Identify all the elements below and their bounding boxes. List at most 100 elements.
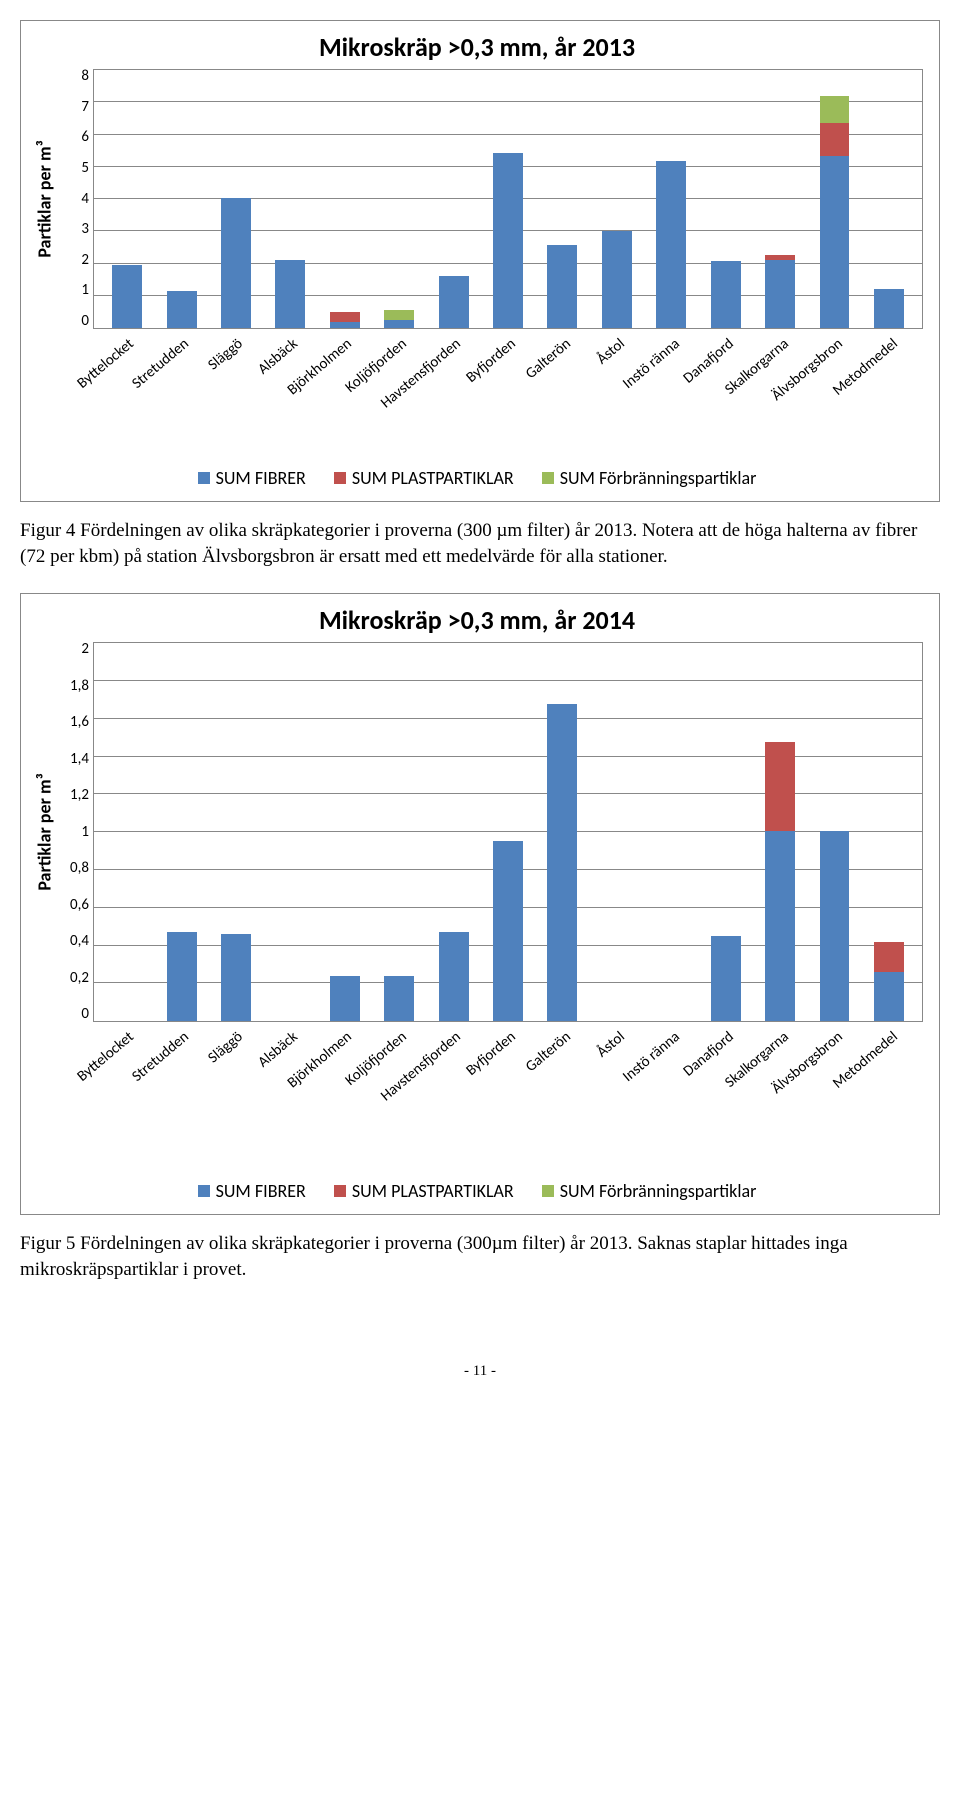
figure-5-caption: Figur 5 Fördelningen av olika skräpkateg… bbox=[20, 1231, 940, 1282]
chart-2013-box: Mikroskräp >0,3 mm, år 2013 Partiklar pe… bbox=[20, 20, 940, 502]
bar-slot bbox=[481, 643, 535, 1021]
y-tick-label: 1,4 bbox=[70, 752, 89, 767]
chart-2013-bars bbox=[94, 70, 922, 328]
x-tick-label: Byttelocket bbox=[74, 335, 138, 393]
bar-segment-fibrer bbox=[221, 934, 251, 1021]
legend-label: SUM Förbränningspartiklar bbox=[560, 1180, 757, 1202]
x-tick-label: Byttelocket bbox=[74, 1028, 138, 1086]
bar-segment-plast bbox=[874, 942, 904, 972]
legend-item: SUM PLASTPARTIKLAR bbox=[334, 1180, 514, 1202]
bar-stack bbox=[547, 245, 577, 328]
bar-segment-fibrer bbox=[493, 153, 523, 329]
bar-slot bbox=[263, 70, 317, 328]
bar-segment-fibrer bbox=[275, 260, 305, 328]
y-tick-label: 0 bbox=[81, 1007, 89, 1022]
chart-2014-yticks: 21,81,61,41,210,80,60,40,20 bbox=[59, 642, 93, 1022]
chart-2014-xlabels: ByttelocketStretuddenSläggöAlsbäckBjörkh… bbox=[93, 1022, 923, 1172]
bar-slot bbox=[426, 643, 480, 1021]
bar-segment-fibrer bbox=[765, 831, 795, 1021]
bar-segment-plast bbox=[765, 742, 795, 831]
bar-segment-fibrer bbox=[112, 265, 142, 328]
bar-segment-fibrer bbox=[384, 320, 414, 328]
legend-swatch bbox=[198, 472, 210, 484]
chart-2013-plot-area bbox=[93, 69, 923, 329]
y-tick-label: 0,4 bbox=[70, 934, 89, 949]
y-tick-label: 1,6 bbox=[70, 715, 89, 730]
bar-stack bbox=[493, 841, 523, 1022]
y-tick-label: 8 bbox=[81, 69, 89, 84]
legend-item: SUM PLASTPARTIKLAR bbox=[334, 467, 514, 489]
bar-slot bbox=[100, 643, 154, 1021]
bar-segment-fibrer bbox=[711, 261, 741, 328]
page-number: - 11 - bbox=[20, 1363, 940, 1380]
bar-slot bbox=[535, 643, 589, 1021]
legend-label: SUM FIBRER bbox=[216, 1180, 306, 1202]
chart-2014-box: Mikroskräp >0,3 mm, år 2014 Partiklar pe… bbox=[20, 593, 940, 1215]
bar-stack bbox=[874, 289, 904, 328]
bar-stack bbox=[384, 310, 414, 328]
bar-stack bbox=[221, 934, 251, 1021]
y-tick-label: 2 bbox=[81, 642, 89, 657]
legend-label: SUM PLASTPARTIKLAR bbox=[352, 1180, 514, 1202]
bar-stack bbox=[765, 255, 795, 328]
bar-segment-fibrer bbox=[167, 932, 197, 1021]
bar-segment-forbr bbox=[820, 96, 850, 124]
bar-segment-fibrer bbox=[711, 936, 741, 1022]
bar-slot bbox=[535, 70, 589, 328]
bar-stack bbox=[765, 742, 795, 1021]
bar-segment-fibrer bbox=[384, 976, 414, 1022]
bar-slot bbox=[590, 70, 644, 328]
bar-stack bbox=[275, 260, 305, 328]
bar-slot bbox=[372, 70, 426, 328]
bar-slot bbox=[644, 70, 698, 328]
bar-stack bbox=[656, 161, 686, 328]
bar-slot bbox=[209, 70, 263, 328]
bar-slot bbox=[590, 643, 644, 1021]
y-tick-label: 1 bbox=[81, 283, 89, 298]
bar-slot bbox=[481, 70, 535, 328]
bar-segment-fibrer bbox=[439, 932, 469, 1021]
chart-2014-ylabel: Partiklar per m³ bbox=[34, 774, 56, 891]
bar-slot bbox=[100, 70, 154, 328]
bar-stack bbox=[439, 932, 469, 1021]
bar-slot bbox=[862, 643, 916, 1021]
bar-segment-forbr bbox=[384, 310, 414, 320]
legend-swatch bbox=[334, 1185, 346, 1197]
bar-stack bbox=[439, 276, 469, 328]
bar-stack bbox=[167, 932, 197, 1021]
bar-segment-fibrer bbox=[330, 976, 360, 1022]
y-tick-label: 0 bbox=[81, 314, 89, 329]
bar-segment-fibrer bbox=[547, 245, 577, 328]
bar-segment-fibrer bbox=[874, 289, 904, 328]
bar-slot bbox=[154, 70, 208, 328]
bar-stack bbox=[547, 704, 577, 1021]
bar-stack bbox=[330, 312, 360, 328]
bar-stack bbox=[711, 936, 741, 1022]
bar-slot bbox=[426, 70, 480, 328]
bar-segment-plast bbox=[820, 123, 850, 156]
bar-slot bbox=[154, 643, 208, 1021]
y-tick-label: 7 bbox=[81, 100, 89, 115]
bar-slot bbox=[698, 70, 752, 328]
bar-slot bbox=[862, 70, 916, 328]
chart-2013-yticks: 876543210 bbox=[59, 69, 93, 329]
chart-2014-bars bbox=[94, 643, 922, 1021]
bar-segment-fibrer bbox=[820, 831, 850, 1021]
bar-stack bbox=[711, 261, 741, 328]
bar-slot bbox=[318, 70, 372, 328]
bar-slot bbox=[263, 643, 317, 1021]
legend-swatch bbox=[198, 1185, 210, 1197]
bar-slot bbox=[209, 643, 263, 1021]
x-tick-label: Släggö bbox=[205, 1028, 247, 1067]
y-tick-label: 0,8 bbox=[70, 861, 89, 876]
legend-item: SUM FIBRER bbox=[198, 467, 306, 489]
y-tick-label: 1 bbox=[81, 825, 89, 840]
bar-segment-fibrer bbox=[547, 704, 577, 1021]
bar-stack bbox=[330, 976, 360, 1022]
bar-stack bbox=[820, 831, 850, 1021]
bar-segment-fibrer bbox=[221, 198, 251, 328]
chart-2013-legend: SUM FIBRERSUM PLASTPARTIKLARSUM Förbränn… bbox=[31, 467, 923, 489]
bar-stack bbox=[112, 265, 142, 328]
legend-swatch bbox=[334, 472, 346, 484]
bar-segment-fibrer bbox=[493, 841, 523, 1022]
